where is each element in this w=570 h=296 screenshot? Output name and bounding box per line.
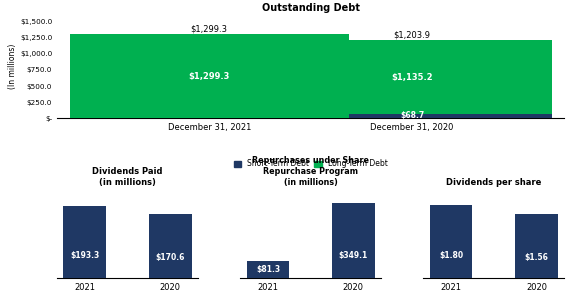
Y-axis label: (In millions): (In millions) xyxy=(8,44,17,89)
Title: Dividends per share: Dividends per share xyxy=(446,178,542,187)
Bar xyxy=(63,206,106,278)
Text: $170.6: $170.6 xyxy=(156,253,185,262)
Text: $1,299.3: $1,299.3 xyxy=(189,72,230,81)
Text: $1,203.9: $1,203.9 xyxy=(394,30,430,39)
Bar xyxy=(149,214,192,278)
Title: Repurchases under Share
Repurchase Program
(in millions): Repurchases under Share Repurchase Progr… xyxy=(252,156,369,187)
Title: Outstanding Debt: Outstanding Debt xyxy=(262,3,360,13)
Text: $1.56: $1.56 xyxy=(524,253,548,262)
Bar xyxy=(515,214,558,278)
Title: Dividends Paid
(in millions): Dividends Paid (in millions) xyxy=(92,167,162,187)
Legend: Short-Term Debt, Long-Term Debt: Short-Term Debt, Long-Term Debt xyxy=(234,160,388,168)
Text: $193.3: $193.3 xyxy=(70,251,99,260)
Text: $1,299.3: $1,299.3 xyxy=(191,24,227,33)
Text: $1,135.2: $1,135.2 xyxy=(391,73,433,82)
Bar xyxy=(272,114,552,118)
Text: $349.1: $349.1 xyxy=(339,250,368,260)
Text: $68.7: $68.7 xyxy=(400,111,424,120)
Text: $1.80: $1.80 xyxy=(439,251,463,260)
Bar xyxy=(332,203,374,278)
Bar xyxy=(70,34,349,118)
Bar xyxy=(272,41,552,114)
Text: $81.3: $81.3 xyxy=(256,265,280,274)
Bar xyxy=(430,205,473,278)
Bar xyxy=(247,261,290,278)
